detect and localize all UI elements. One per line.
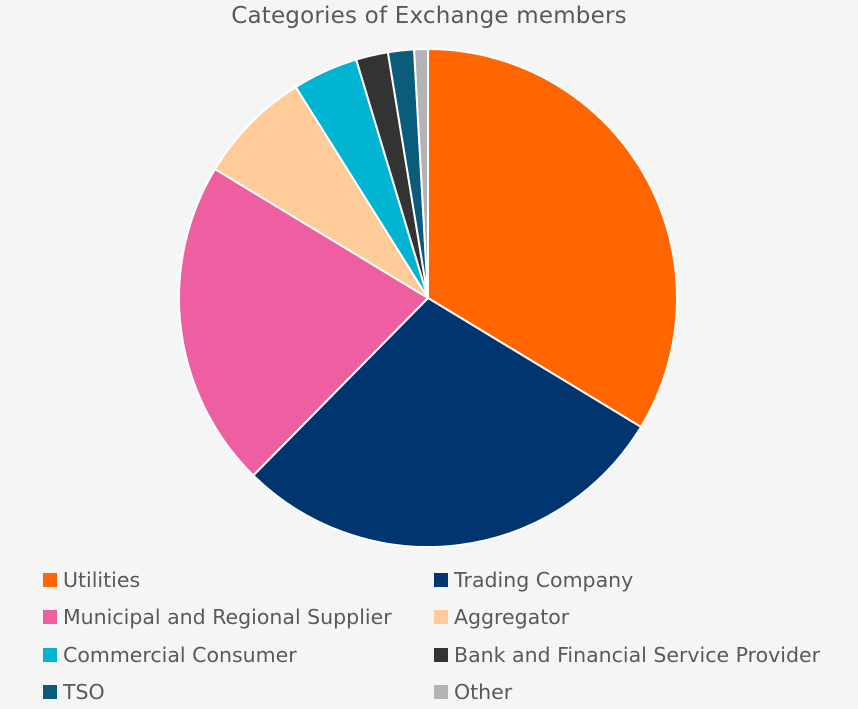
legend-swatch: [43, 684, 57, 699]
legend-item-other: Other: [434, 677, 512, 707]
legend-swatch: [43, 610, 57, 625]
legend-item-commercial-consumer: Commercial Consumer: [43, 640, 297, 670]
legend-label: Municipal and Regional Supplier: [63, 605, 392, 630]
legend-label: Other: [454, 679, 513, 704]
legend-swatch: [434, 647, 448, 662]
legend-item-aggregator: Aggregator: [434, 602, 569, 632]
legend-swatch: [434, 684, 448, 699]
legend-swatch: [43, 647, 57, 662]
legend-swatch: [434, 573, 448, 587]
pie-slice-trading-company: [252, 297, 643, 548]
legend-label: TSO: [63, 679, 105, 704]
legend-label: Bank and Financial Service Provider: [454, 642, 821, 667]
legend-label: Aggregator: [454, 605, 570, 630]
legend-label: Commercial Consumer: [63, 642, 297, 667]
legend-item-municipal-and-regional-supplier: Municipal and Regional Supplier: [43, 602, 392, 632]
pie-slice-aggregator: [213, 86, 429, 299]
legend-item-trading-company: Trading Company: [434, 565, 633, 595]
legend-item-bank-and-financial-service-provider: Bank and Financial Service Provider: [434, 640, 820, 670]
legend-swatch: [434, 610, 448, 625]
legend-item-utilities: Utilities: [43, 565, 140, 595]
legend-label: Trading Company: [454, 568, 634, 592]
legend-label: Utilities: [63, 568, 141, 592]
legend-item-tso: TSO: [43, 677, 105, 707]
chart-title: Categories of Exchange members: [231, 3, 627, 29]
legend-swatch: [43, 573, 57, 587]
pie-slice-other: [413, 48, 429, 299]
pie-slice-municipal-and-regional-supplier: [178, 168, 429, 477]
pie-slice-utilities: [427, 48, 678, 428]
